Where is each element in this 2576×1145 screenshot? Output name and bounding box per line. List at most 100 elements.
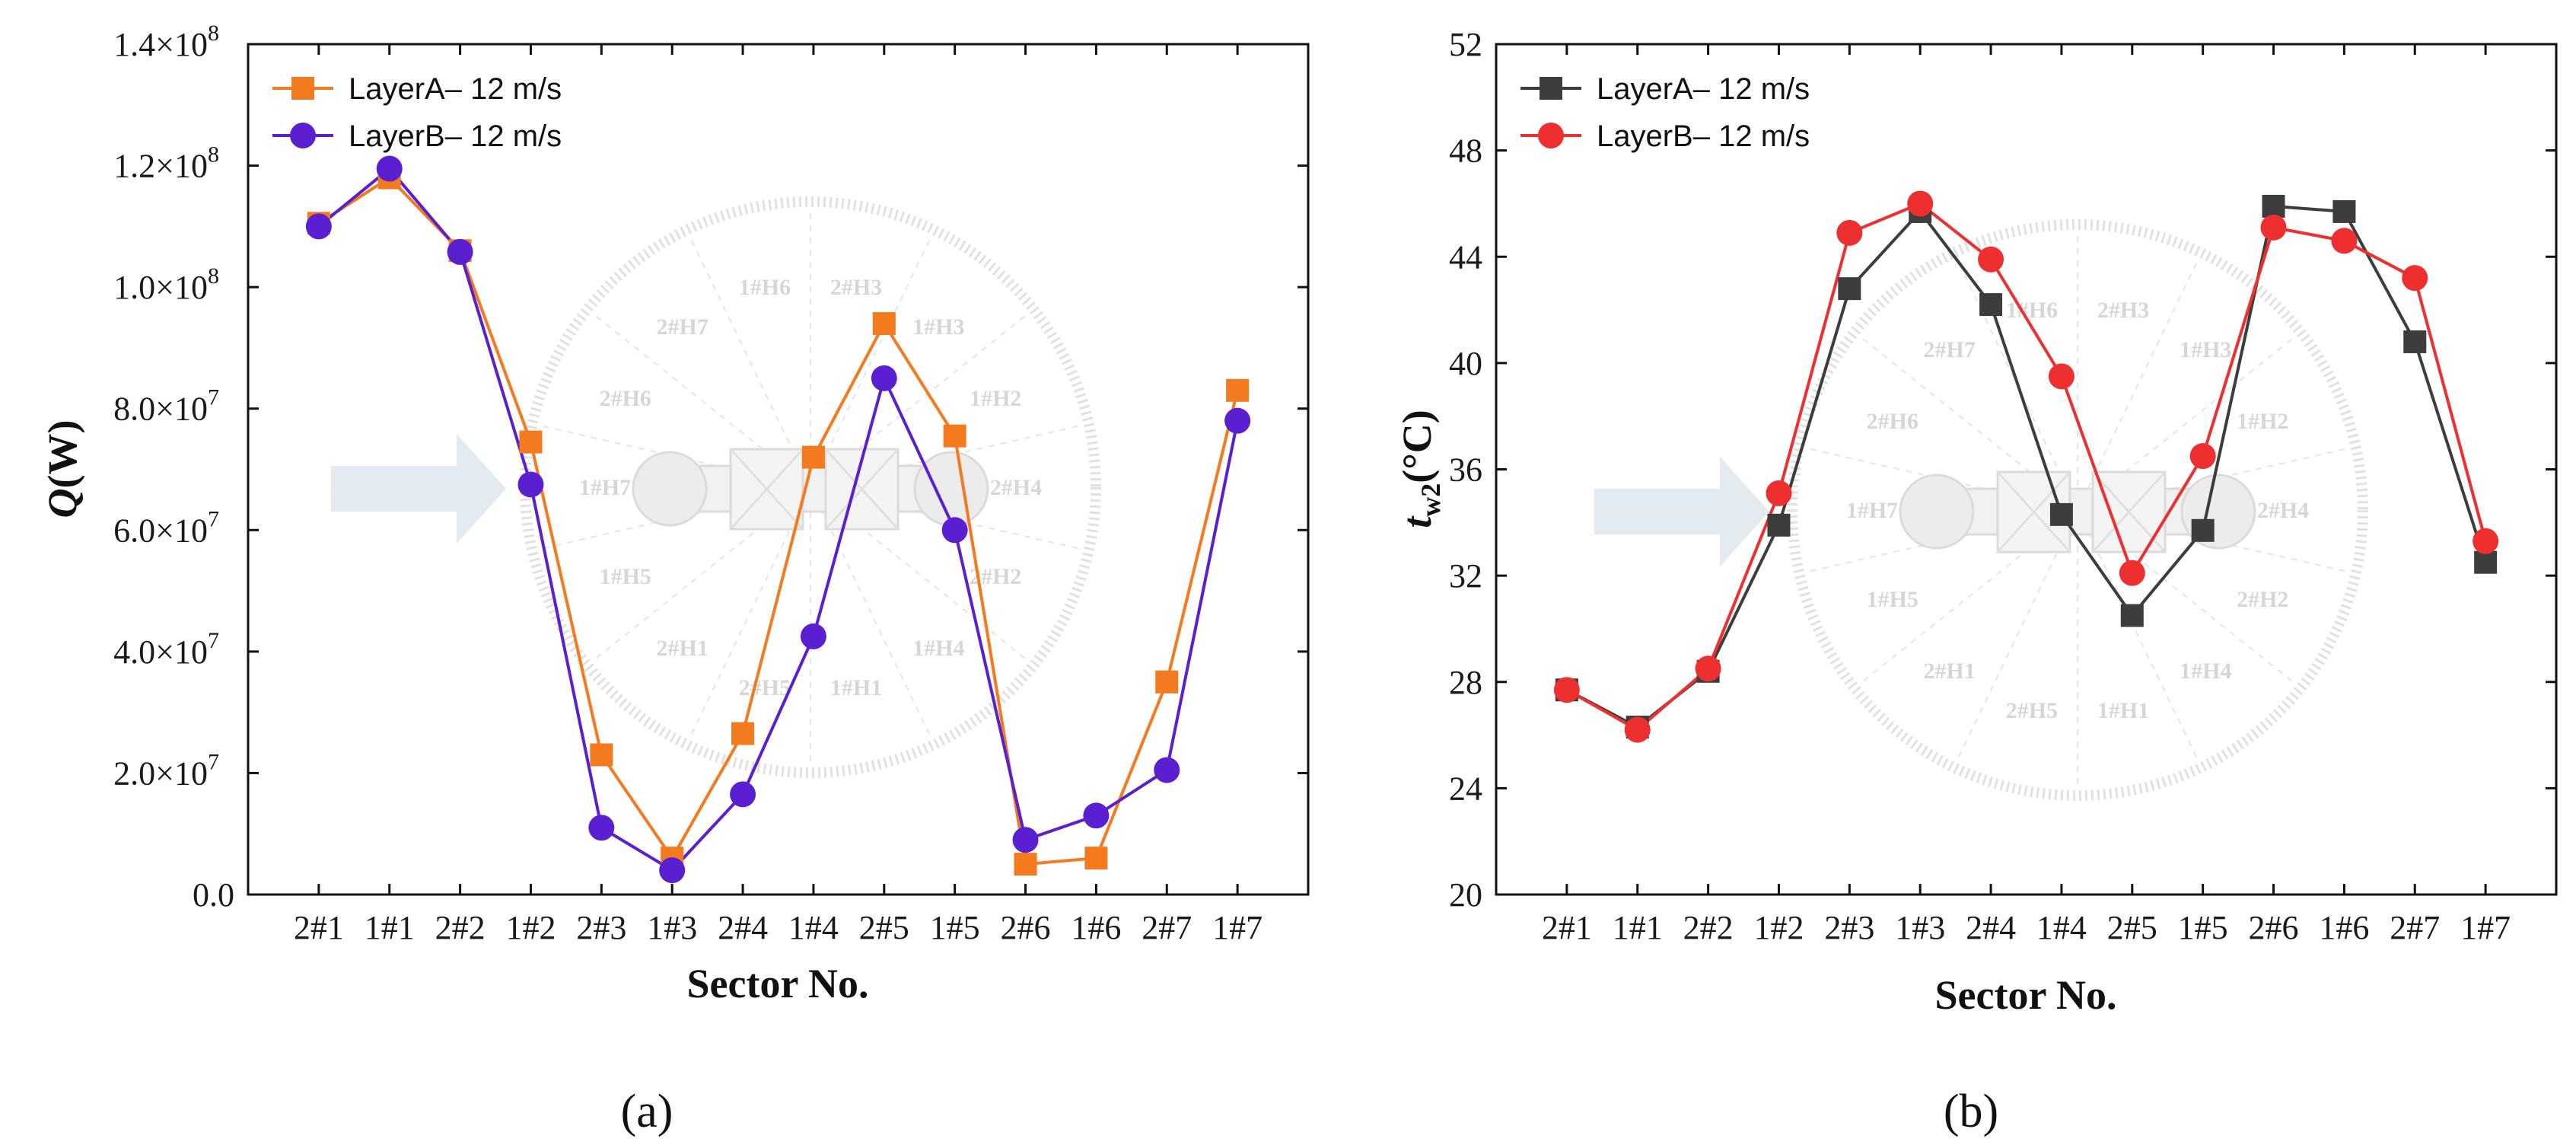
watermark-sector-label: 1#H1 bbox=[2097, 698, 2149, 723]
watermark-sector-label: 2#H3 bbox=[830, 275, 882, 300]
chart-tw2-panel: 2#H3 1#H3 1#H2 2#H4 2#H2 1#H4 1#H1 2#H5 2#H1 1#H5… bbox=[1394, 26, 2558, 1137]
data-point-layer-b bbox=[2048, 363, 2074, 390]
data-point-layer-a bbox=[2120, 604, 2144, 627]
legend-marker bbox=[290, 123, 316, 148]
watermark-sector-label: 1#H3 bbox=[2180, 337, 2231, 362]
data-point-layer-b bbox=[376, 155, 403, 182]
x-tick-label: 1#2 bbox=[1753, 909, 1804, 946]
data-point-layer-a bbox=[2262, 194, 2285, 218]
x-tick-label: 1#5 bbox=[930, 909, 980, 946]
data-point-layer-a bbox=[731, 722, 755, 745]
watermark-spoke bbox=[2077, 509, 2198, 757]
data-point-layer-b bbox=[1083, 802, 1110, 829]
y-axis-label-b: tw2(°C) bbox=[1394, 410, 1446, 528]
x-tick-label: 1#3 bbox=[1895, 909, 1945, 946]
data-point-layer-b bbox=[1695, 655, 1721, 682]
data-point-layer-b bbox=[2189, 443, 2216, 470]
x-tick-label: 2#4 bbox=[1966, 909, 2016, 946]
chart-q-panel: 2#H31#H31#H22#H42#H21#H41#H12#H52#H11#H5… bbox=[40, 21, 1310, 1137]
watermark-sector-label: 1#H6 bbox=[2006, 298, 2058, 323]
data-point-layer-b bbox=[1836, 219, 1863, 246]
data-point-layer-b bbox=[1766, 480, 1792, 506]
y-tick-label: 32 bbox=[1449, 557, 1482, 595]
watermark-sector-label: 1#H5 bbox=[1867, 587, 1918, 612]
data-point-layer-a bbox=[2403, 330, 2427, 353]
x-tick-label: 1#7 bbox=[2460, 909, 2511, 946]
x-tick-label: 1#4 bbox=[788, 909, 839, 946]
y-axis-label-b-unit: (°C) bbox=[1394, 410, 1440, 483]
watermark-sector-label: 1#H3 bbox=[912, 314, 964, 340]
data-point-layer-b bbox=[588, 815, 615, 841]
data-point-layer-a bbox=[1084, 847, 1108, 870]
data-point-layer-b bbox=[1012, 827, 1039, 853]
panel-label-b: (b) bbox=[1944, 1086, 1998, 1137]
rotor-watermark-b: 2#H3 1#H3 1#H2 2#H4 2#H2 1#H4 1#H1 2#H5 2#H1 1#H5… bbox=[1594, 219, 2368, 801]
x-tick-label: 1#3 bbox=[647, 909, 697, 946]
series-line-layer-b bbox=[1565, 202, 2488, 732]
watermark-sector-label: 2#H4 bbox=[990, 475, 1042, 500]
y-tick-label: 2.0×107 bbox=[113, 749, 219, 792]
y-axis-label-b-symbol: t bbox=[1394, 515, 1440, 528]
y-axis-label-a-unit: (W) bbox=[40, 420, 85, 489]
y-axis-label-a: Q(W) bbox=[40, 420, 85, 518]
y-axis-label-a-symbol: Q bbox=[40, 488, 85, 518]
x-tick-label: 2#2 bbox=[1683, 909, 1734, 946]
data-point-layer-b bbox=[305, 213, 332, 240]
data-point-layer-a bbox=[1838, 277, 1861, 301]
flow-arrow bbox=[1594, 457, 1769, 566]
data-point-layer-b bbox=[1624, 716, 1651, 743]
watermark-spoke bbox=[810, 486, 931, 735]
y-axis-label-b-subscript: w2 bbox=[1415, 483, 1446, 517]
data-point-layer-b bbox=[2119, 560, 2145, 586]
watermark-sector-label: 1#H1 bbox=[830, 675, 882, 700]
watermark-sector-label: 1#H7 bbox=[579, 475, 631, 500]
x-tick-label: 2#6 bbox=[1001, 909, 1051, 946]
watermark-sector-label: 1#H4 bbox=[912, 636, 964, 661]
x-tick-label: 2#7 bbox=[1142, 909, 1192, 946]
data-point-layer-b bbox=[1154, 757, 1180, 783]
x-tick-label: 2#3 bbox=[576, 909, 626, 946]
data-point-layer-a bbox=[801, 445, 825, 469]
watermark-sector-label: 2#H2 bbox=[2237, 587, 2288, 612]
watermark-spoke bbox=[2077, 509, 2293, 682]
x-axis-label-b: Sector No. bbox=[1935, 972, 2117, 1018]
data-point-layer-a bbox=[2049, 502, 2073, 526]
data-point-layer-a bbox=[2191, 518, 2215, 542]
watermark-spoke bbox=[2077, 263, 2198, 511]
x-tick-label: 1#1 bbox=[1613, 909, 1663, 946]
rotor-watermark-a: 2#H31#H31#H22#H42#H21#H41#H12#H52#H11#H5… bbox=[331, 196, 1101, 778]
watermark-spoke bbox=[810, 315, 1026, 488]
x-tick-label: 2#5 bbox=[2107, 909, 2157, 946]
data-point-layer-b bbox=[1553, 677, 1580, 703]
watermark-sector-label: 2#H6 bbox=[1867, 409, 1918, 434]
data-point-layer-a bbox=[943, 424, 966, 448]
legend-marker bbox=[1540, 77, 1562, 100]
data-point-layer-a bbox=[1979, 293, 2003, 317]
data-point-layer-a bbox=[1155, 670, 1179, 694]
x-tick-label: 2#1 bbox=[1542, 909, 1592, 946]
watermark-spoke bbox=[690, 240, 811, 488]
data-point-layer-b bbox=[517, 471, 544, 498]
series-line-layer-a bbox=[317, 175, 1240, 866]
data-point-layer-b bbox=[1224, 407, 1251, 434]
legend-label: LayerB– 12 m/s bbox=[1597, 120, 1810, 153]
data-point-layer-a bbox=[519, 430, 543, 454]
legend-marker bbox=[1538, 123, 1564, 148]
watermark-sector-label: 1#H2 bbox=[2237, 409, 2288, 434]
x-tick-label: 2#3 bbox=[1824, 909, 1874, 946]
data-point-layer-b bbox=[2402, 265, 2428, 292]
legend-marker bbox=[291, 77, 314, 100]
y-tick-label: 4.0×107 bbox=[113, 628, 219, 671]
x-tick-label: 2#1 bbox=[294, 909, 344, 946]
x-tick-label: 2#6 bbox=[2249, 909, 2299, 946]
y-tick-label: 52 bbox=[1449, 26, 1482, 63]
x-tick-label: 1#6 bbox=[2319, 909, 2369, 946]
data-point-layer-b bbox=[1978, 246, 2004, 273]
x-tick-label: 2#5 bbox=[859, 909, 909, 946]
data-point-layer-b bbox=[871, 365, 897, 391]
y-tick-label: 6.0×107 bbox=[113, 506, 219, 549]
watermark-sector-label: 2#H3 bbox=[2097, 298, 2149, 323]
y-tick-label: 1.2×108 bbox=[113, 142, 219, 185]
x-tick-label: 1#2 bbox=[505, 909, 556, 946]
